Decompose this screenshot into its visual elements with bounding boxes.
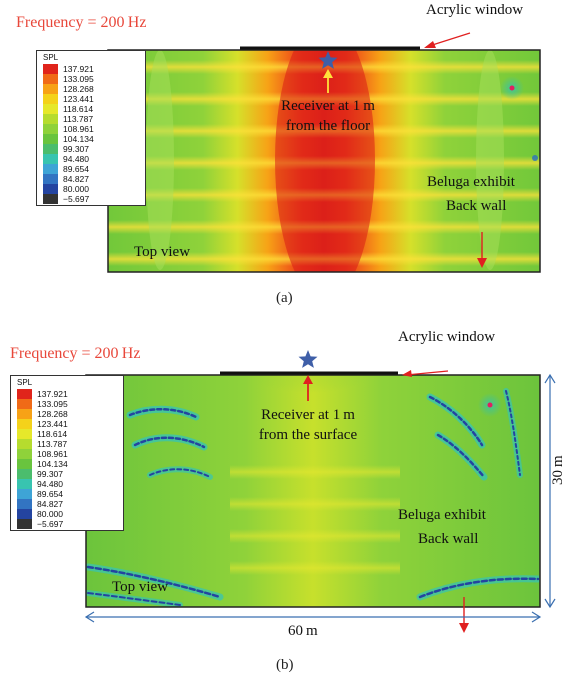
legend-swatch xyxy=(43,94,58,104)
legend-swatch xyxy=(43,114,58,124)
legend-swatch xyxy=(43,104,58,114)
legend-swatch xyxy=(17,499,32,509)
panel-a-sound-map xyxy=(108,50,540,272)
beluga-exhibit-label-a: Beluga exhibit xyxy=(427,174,515,190)
receiver-label-b-line1: Receiver at 1 m xyxy=(261,407,355,423)
legend-value: 80.000 xyxy=(63,184,89,194)
legend-value: 94.480 xyxy=(37,479,63,489)
caption-b: (b) xyxy=(276,657,294,673)
legend-swatch xyxy=(43,184,58,194)
legend-swatch xyxy=(17,389,32,399)
receiver-label-a-line1: Receiver at 1 m xyxy=(281,98,375,114)
legend-swatch xyxy=(17,519,32,529)
height-label-text: 30 m xyxy=(550,455,566,485)
legend-value: 128.268 xyxy=(37,409,68,419)
legend-swatch xyxy=(17,479,32,489)
legend-swatch xyxy=(17,509,32,519)
legend-swatch xyxy=(17,399,32,409)
legend-value: 137.921 xyxy=(63,64,94,74)
legend-value: 89.654 xyxy=(63,164,89,174)
legend-value: 104.134 xyxy=(37,459,68,469)
legend-swatch xyxy=(17,469,32,479)
back-wall-label-b: Back wall xyxy=(418,531,479,547)
legend-swatch xyxy=(17,489,32,499)
panel-b-sound-map xyxy=(86,375,540,607)
panel-a-field xyxy=(107,32,541,273)
acrylic-window-label-a: Acrylic window xyxy=(426,2,524,18)
legend-swatch xyxy=(43,144,58,154)
legend-value: 99.307 xyxy=(63,144,89,154)
legend-swatch xyxy=(17,419,32,429)
legend-title: SPL xyxy=(17,378,33,387)
receiver-star-b xyxy=(298,350,318,368)
legend-swatch xyxy=(43,74,58,84)
legend-swatch xyxy=(43,164,58,174)
legend-swatch xyxy=(17,449,32,459)
panel-a: Frequency = 200 Hz Acrylic window Receiv… xyxy=(0,0,581,315)
legend-value: 133.095 xyxy=(37,399,68,409)
legend-value: 108.961 xyxy=(63,124,94,134)
legend-swatch xyxy=(43,174,58,184)
receiver-label-b-line2: from the surface xyxy=(258,427,358,443)
legend-value: 84.827 xyxy=(37,499,63,509)
legend-swatch xyxy=(17,439,32,449)
acrylic-window-label-b: Acrylic window xyxy=(398,329,496,345)
legend-value: 89.654 xyxy=(37,489,63,499)
legend-value: 137.921 xyxy=(37,389,68,399)
legend-value: 128.268 xyxy=(63,84,94,94)
legend-value: 123.441 xyxy=(37,419,68,429)
legend-swatch xyxy=(43,64,58,74)
legend-value: 113.787 xyxy=(63,114,94,124)
caption-a: (a) xyxy=(276,290,293,306)
legend-swatch xyxy=(17,429,32,439)
legend-value: 113.787 xyxy=(37,439,68,449)
legend-value: 133.095 xyxy=(63,74,94,84)
spl-legend-a: SPL 137.921 133.095 128.268 123.441 118.614 1… xyxy=(36,50,146,206)
legend-value: 118.614 xyxy=(37,429,68,439)
top-view-label-a: Top view xyxy=(134,244,191,260)
width-label: 60 m xyxy=(288,623,318,639)
receiver-star-a xyxy=(318,51,338,69)
legend-swatch xyxy=(43,84,58,94)
top-view-label-b: Top view xyxy=(112,579,169,595)
legend-swatch xyxy=(43,124,58,134)
legend-value: 118.614 xyxy=(63,104,94,114)
frequency-label-b: Frequency = 200 Hz xyxy=(10,345,141,362)
frequency-label-a: Frequency = 200 Hz xyxy=(16,14,147,31)
legend-title: SPL xyxy=(43,53,59,62)
beluga-exhibit-label-b: Beluga exhibit xyxy=(398,507,486,523)
legend-value: 123.441 xyxy=(63,94,94,104)
panel-b-field xyxy=(84,350,556,633)
legend-swatch xyxy=(17,459,32,469)
legend-swatch xyxy=(43,194,58,204)
spl-legend-b: SPL 137.921 133.095 128.268 123.441 118.614 1… xyxy=(10,375,124,531)
legend-value: 80.000 xyxy=(37,509,63,519)
legend-value: −5.697 xyxy=(63,194,90,204)
legend-value: 104.134 xyxy=(63,134,94,144)
panel-b: Frequency = 200 Hz Acrylic window Receiv… xyxy=(0,329,581,681)
legend-value: 108.961 xyxy=(37,449,68,459)
legend-swatch xyxy=(43,134,58,144)
legend-value: 99.307 xyxy=(37,469,63,479)
legend-swatch xyxy=(43,154,58,164)
legend-value: 94.480 xyxy=(63,154,89,164)
height-dimension xyxy=(544,373,556,609)
height-label: 30 m xyxy=(550,455,567,485)
back-wall-label-a: Back wall xyxy=(446,198,507,214)
legend-value: 84.827 xyxy=(63,174,89,184)
legend-swatch xyxy=(17,409,32,419)
width-dimension xyxy=(84,611,542,623)
legend-value: −5.697 xyxy=(37,519,64,529)
receiver-label-a-line2: from the floor xyxy=(285,118,371,134)
